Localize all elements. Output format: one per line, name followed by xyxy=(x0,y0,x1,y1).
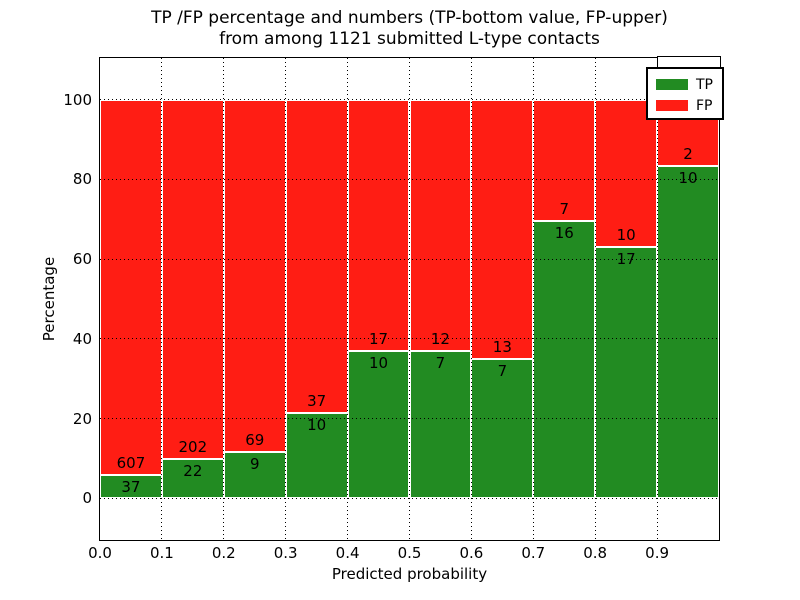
bar-label-tp: 10 xyxy=(307,416,327,435)
bar-segment-tp xyxy=(595,247,658,499)
bar-segment-fp xyxy=(595,99,658,248)
legend: TP FP xyxy=(646,67,724,120)
bar-label-tp: 16 xyxy=(554,224,574,243)
gridline-horizontal xyxy=(100,338,719,340)
gridline-vertical xyxy=(532,58,534,540)
chart-title-line1: TP /FP percentage and numbers (TP-bottom… xyxy=(151,8,668,28)
bar-label-fp: 17 xyxy=(368,329,389,348)
bar-segment-fp xyxy=(161,99,224,460)
y-axis-label: Percentage xyxy=(40,256,58,342)
x-tick-label: 0.0 xyxy=(88,544,112,562)
bar-label-tp: 9 xyxy=(249,455,260,474)
bar-label-tp: 7 xyxy=(497,361,508,380)
bar-segment-tp xyxy=(657,166,719,499)
x-tick-label: 0.4 xyxy=(335,544,360,562)
bar-label-tp: 7 xyxy=(435,354,446,373)
gridline-horizontal xyxy=(100,99,719,101)
x-tick-label: 0.7 xyxy=(521,544,546,562)
legend-item-fp: FP xyxy=(656,95,722,116)
gridline-horizontal xyxy=(100,178,719,180)
legend-label-fp: FP xyxy=(696,97,713,114)
gridline-vertical xyxy=(161,58,163,540)
bar-segment-fp xyxy=(100,99,162,476)
bar-segment-tp xyxy=(409,351,472,499)
gridline-vertical xyxy=(594,58,596,540)
bar-label-tp: 37 xyxy=(121,478,141,497)
plot-area: TP FP 607 37 202 22 69 9 37 10 17 10 12 7 13 7 7 16 10 17… xyxy=(99,56,724,541)
gridline-vertical xyxy=(347,58,349,540)
bar-label-tp: 10 xyxy=(678,169,698,188)
x-tick-label: 0.8 xyxy=(583,544,608,562)
bar-label-fp: 607 xyxy=(116,454,146,473)
tp-color-swatch xyxy=(656,79,688,90)
bar-segment-tp xyxy=(161,459,224,499)
gridline-horizontal xyxy=(100,258,719,260)
bar-label-tp: 10 xyxy=(368,353,389,372)
y-tick-label: 20 xyxy=(72,409,92,428)
y-tick-label: 100 xyxy=(63,90,92,109)
bar-label-fp: 12 xyxy=(430,330,450,349)
y-tick-label: 0 xyxy=(82,489,92,508)
bar-segment-fp xyxy=(471,99,534,359)
bar-segment-tp xyxy=(347,350,410,499)
y-tick-label: 40 xyxy=(72,329,92,348)
gridline-horizontal xyxy=(100,418,719,419)
bar-label-tp: 22 xyxy=(183,462,203,481)
x-tick-label: 0.6 xyxy=(459,544,484,562)
bar-label-tp: 17 xyxy=(616,250,636,269)
fp-color-swatch xyxy=(656,100,688,111)
gridline-horizontal xyxy=(100,497,719,499)
bar-label-fp: 69 xyxy=(245,431,265,450)
y-tick-label: 60 xyxy=(72,250,92,269)
legend-item-tp: TP xyxy=(656,74,722,95)
x-tick-label: 0.3 xyxy=(273,544,298,562)
bar-segment-fp xyxy=(347,99,410,351)
bar-label-fp: 202 xyxy=(178,438,208,457)
y-tick-label: 80 xyxy=(72,170,92,189)
chart-title-line2: from among 1121 submitted L-type contact… xyxy=(219,29,600,49)
gridline-vertical xyxy=(223,58,225,540)
gridline-vertical xyxy=(656,58,658,540)
gridline-vertical xyxy=(285,58,287,540)
bar-segment-fp xyxy=(285,99,348,414)
bar-segment-fp xyxy=(223,99,286,453)
bar-segment-tp xyxy=(533,221,596,499)
x-tick-label: 0.9 xyxy=(645,544,670,562)
bar-label-fp: 2 xyxy=(683,145,693,164)
x-tick-label: 0.2 xyxy=(211,544,236,562)
bar-label-fp: 7 xyxy=(559,200,570,219)
gridline-vertical xyxy=(409,58,410,540)
gridline-vertical xyxy=(470,58,472,540)
x-axis-label: Predicted probability xyxy=(331,565,488,583)
bar-segment-fp xyxy=(409,99,472,352)
bar-label-fp: 10 xyxy=(616,226,636,245)
chart-title: TP /FP percentage and numbers (TP-bottom… xyxy=(99,8,720,50)
bar-label-fp: 37 xyxy=(307,392,327,411)
x-tick-label: 0.1 xyxy=(149,544,174,562)
legend-label-tp: TP xyxy=(696,76,713,93)
x-tick-label: 0.5 xyxy=(397,544,422,562)
bar-label-fp: 13 xyxy=(492,337,512,356)
